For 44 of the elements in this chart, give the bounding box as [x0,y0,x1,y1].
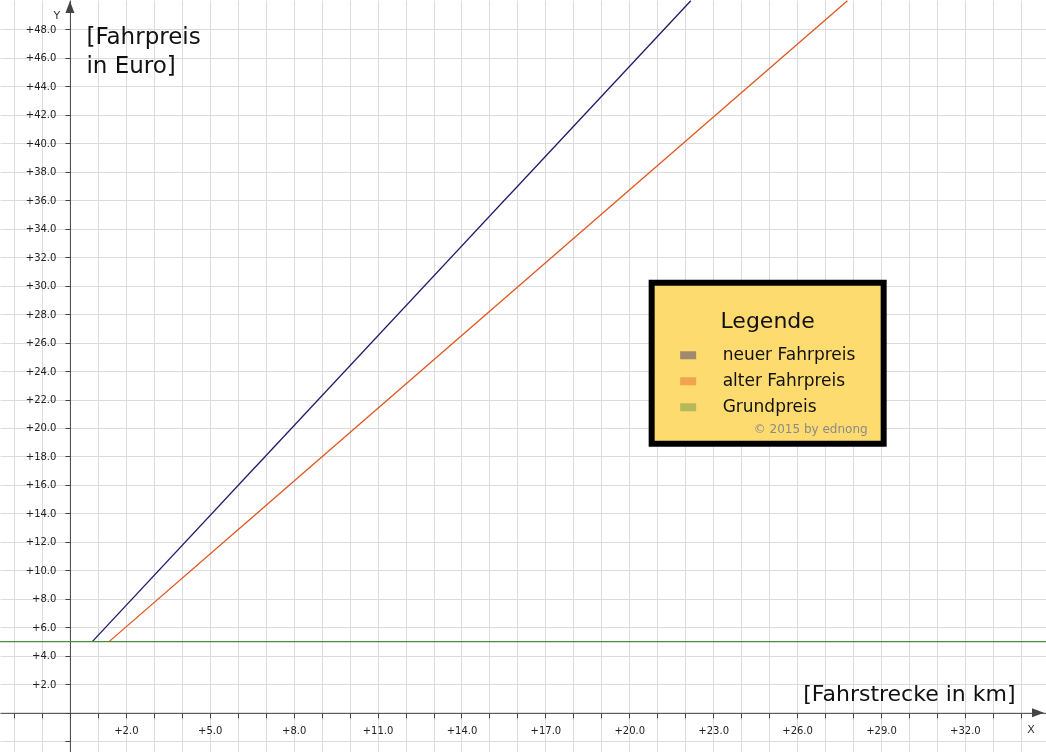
legend-label: neuer Fahrpreis [722,344,856,365]
y-tick-label: +30.0 [25,280,57,292]
y-tick-label: +20.0 [25,422,57,434]
y-tick-label: +14.0 [25,507,57,519]
x-tick-label: +20.0 [614,725,646,737]
x-tick-label: +26.0 [782,725,813,737]
annotation: © 2015 by ednong [753,421,868,436]
y-tick-label: +42.0 [25,109,57,121]
x-tick-label: +8.0 [282,725,307,737]
y-tick-label: +6.0 [32,621,57,633]
y-tick-label: +46.0 [25,52,57,64]
x-tick-label: +11.0 [362,725,394,737]
y-tick-label: +16.0 [25,479,57,491]
x-tick-label: +5.0 [198,725,223,737]
y-tick-label: +38.0 [25,166,57,178]
y-tick-label: +32.0 [25,251,57,263]
legend-title: Legende [720,307,815,333]
x-tick-label: +17.0 [530,725,562,737]
y-tick-label: +44.0 [25,80,57,92]
y-tick-label: +40.0 [25,137,57,149]
x-tick-label: +23.0 [698,725,730,737]
y-tick-label: +18.0 [25,450,57,462]
y-axis-title: [Fahrpreis in Euro] [86,22,201,78]
x-tick-label: +29.0 [866,725,897,737]
legend-label: Grundpreis [722,396,817,417]
y-tick-label: +12.0 [25,536,57,548]
y-tick-label: +28.0 [25,308,57,320]
y-tick-label: +48.0 [25,23,57,35]
y-tick-label: +22.0 [25,394,57,405]
legend-label: alter Fahrpreis [722,370,846,391]
y-tick-label: +24.0 [25,365,57,377]
y-tick-label: +34.0 [25,223,57,235]
annotation: X [1027,722,1036,736]
y-tick-label: +10.0 [25,564,57,576]
annotation: Y [52,9,61,22]
y-tick-label: +26.0 [25,337,57,349]
y-tick-label: +2.0 [32,678,57,690]
x-tick-label: +2.0 [114,725,139,737]
x-axis-title: [Fahrstrecke in km] [803,681,1016,707]
y-tick-label: +8.0 [32,593,57,605]
y-tick-label: +4.0 [32,650,57,662]
x-tick-label: +14.0 [446,725,478,737]
x-tick-label: +32.0 [950,725,981,737]
y-tick-label: +36.0 [25,194,57,206]
